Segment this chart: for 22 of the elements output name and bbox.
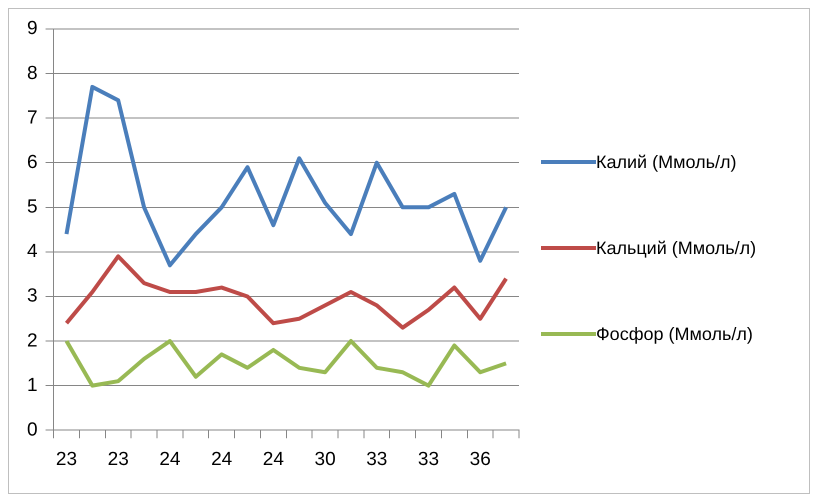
y-tick-label: 4 <box>26 241 38 262</box>
x-tick-label: 24 <box>211 448 233 470</box>
y-tick-label: 9 <box>26 18 38 40</box>
y-tick-label: 1 <box>26 374 38 396</box>
legend-label: Фосфор (Ммоль/л) <box>596 323 754 346</box>
x-tick-label: 30 <box>314 448 336 470</box>
x-tick-label: 23 <box>108 448 129 470</box>
y-tick-label: 6 <box>26 152 38 173</box>
x-tick-label: 33 <box>418 448 440 470</box>
y-tick-label: 8 <box>26 62 38 84</box>
x-tick-label: 36 <box>470 448 491 470</box>
x-tick-label: 24 <box>262 448 284 470</box>
legend-label: Калий (Ммоль/л) <box>596 151 738 174</box>
x-tick-label: 23 <box>56 448 78 470</box>
y-tick-label: 7 <box>26 107 38 128</box>
y-tick-label: 3 <box>26 286 38 307</box>
x-tick-label: 24 <box>159 448 181 470</box>
y-tick-label: 0 <box>26 419 38 440</box>
legend-label: Кальций (Ммоль/л) <box>596 237 758 260</box>
y-tick-label: 5 <box>26 196 38 218</box>
y-tick-label: 2 <box>26 330 38 352</box>
x-tick-label: 33 <box>366 448 388 470</box>
